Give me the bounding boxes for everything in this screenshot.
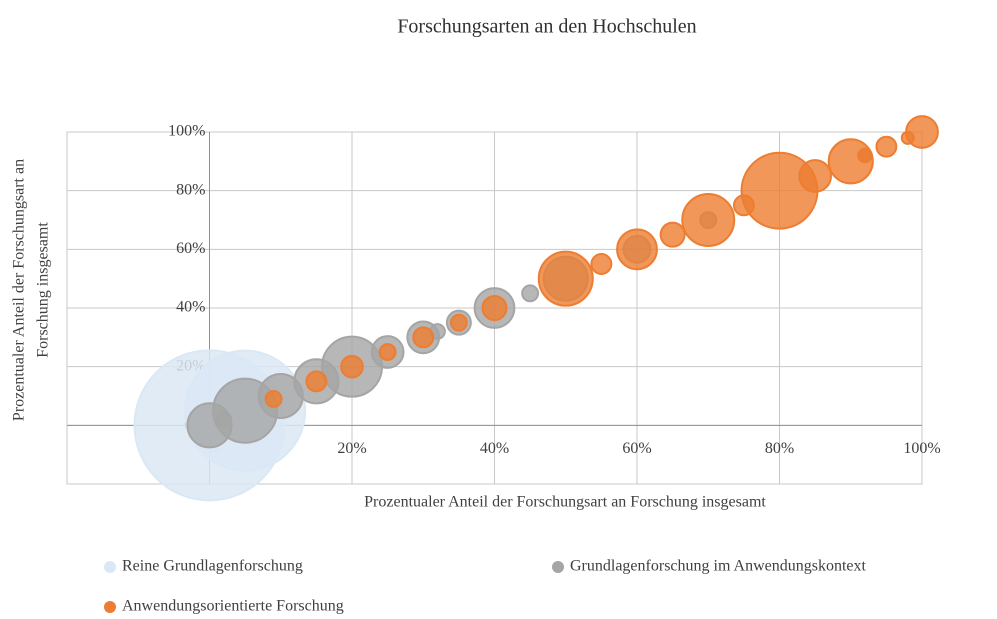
x-tick-label: 40%	[480, 440, 509, 457]
bubble	[590, 253, 613, 275]
y-tick-label: 40%	[176, 299, 205, 316]
legend-label: Anwendungsorientierte Forschung	[122, 598, 344, 615]
legend-marker	[552, 561, 564, 573]
x-axis-title: Prozentualer Anteil der Forschungsart an…	[364, 494, 766, 511]
legend-marker	[104, 561, 116, 573]
bubble	[340, 354, 364, 379]
bubble	[378, 343, 397, 361]
y-tick-label: 60%	[176, 240, 205, 257]
bubble	[681, 193, 736, 247]
bubble	[412, 326, 435, 349]
bubble	[521, 284, 540, 303]
bubble	[857, 147, 873, 164]
bubble	[264, 389, 283, 408]
bubble	[659, 221, 686, 248]
bubble	[481, 295, 508, 321]
series	[264, 115, 939, 408]
bubble	[305, 370, 328, 393]
y-tick-label: 80%	[176, 181, 205, 198]
y-axis-title-line: Prozentualer Anteil der Forschungsart an	[11, 159, 28, 421]
legend-label: Reine Grundlagenforschung	[122, 558, 303, 575]
y-tick-label: 100%	[168, 123, 205, 140]
y-axis-title-line: Forschung insgesamt	[35, 222, 52, 358]
bubble	[798, 159, 832, 193]
chart-title: Forschungsarten an den Hochschulen	[397, 16, 696, 38]
bubble	[449, 313, 468, 332]
x-tick-label: 20%	[337, 440, 366, 457]
bubble	[537, 250, 594, 307]
legend-label: Grundlagenforschung im Anwendungskontext	[570, 558, 867, 575]
bubble	[875, 135, 898, 158]
bubble	[905, 115, 939, 149]
y-axis-title: Prozentualer Anteil der Forschungsart an…	[11, 159, 52, 421]
x-tick-label: 80%	[765, 440, 794, 457]
x-tick-label: 100%	[903, 440, 940, 457]
x-tick-label: 60%	[622, 440, 651, 457]
legend-marker	[104, 601, 116, 613]
bubble	[616, 228, 658, 271]
